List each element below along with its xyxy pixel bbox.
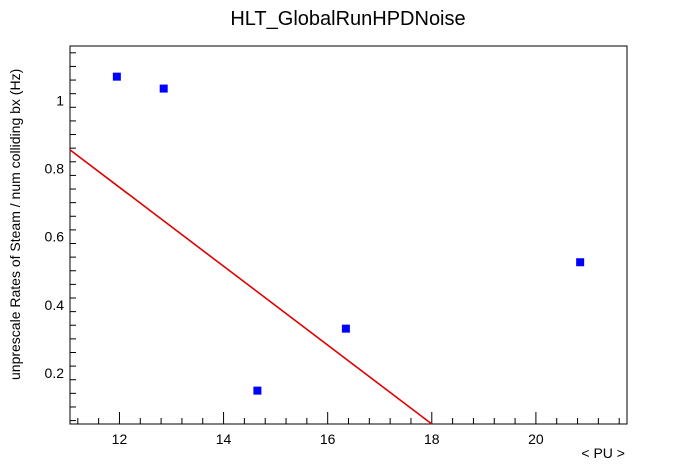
x-axis-label: < PU > xyxy=(581,445,625,461)
y-axis-ticks: 0.2 0.4 0.6 0.8 1 xyxy=(45,52,76,422)
x-tick-label: 14 xyxy=(216,431,232,447)
x-tick-label: 20 xyxy=(528,431,544,447)
plot-frame xyxy=(69,45,628,425)
y-tick-label: 0.8 xyxy=(45,161,65,177)
data-point xyxy=(341,324,350,333)
data-point xyxy=(112,72,121,81)
series-layer xyxy=(69,72,585,425)
y-tick-label: 1 xyxy=(56,92,64,108)
x-axis-ticks: 12 14 16 18 20 xyxy=(77,412,620,447)
x-tick-label: 16 xyxy=(320,431,336,447)
fit-line xyxy=(69,149,433,425)
y-tick-label: 0.2 xyxy=(45,365,65,381)
y-tick-label: 0.6 xyxy=(45,229,65,245)
data-point xyxy=(253,386,262,395)
data-point xyxy=(159,84,168,93)
y-axis-label: unprescale Rates of Steam / num collidin… xyxy=(7,69,23,380)
data-point xyxy=(576,258,585,267)
x-tick-label: 12 xyxy=(112,431,128,447)
chart-title: HLT_GlobalRunHPDNoise xyxy=(230,8,465,30)
x-tick-label: 18 xyxy=(424,431,440,447)
y-tick-label: 0.4 xyxy=(45,297,65,313)
